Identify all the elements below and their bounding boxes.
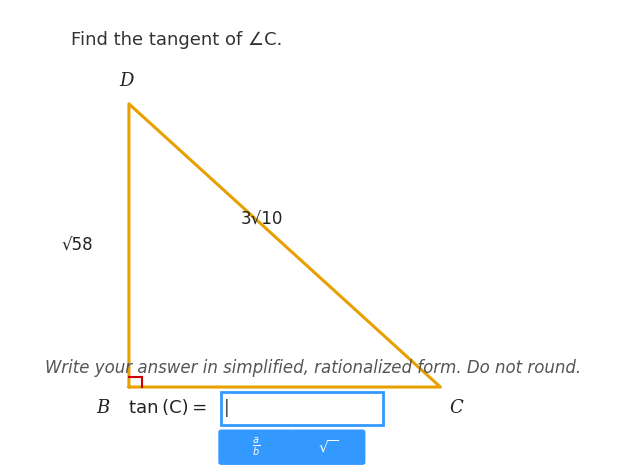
Text: 3√10: 3√10 bbox=[240, 211, 283, 228]
Text: $\sqrt{\ }$: $\sqrt{\ }$ bbox=[318, 439, 338, 455]
Text: Find the tangent of ∠C.: Find the tangent of ∠C. bbox=[71, 31, 283, 49]
Text: D: D bbox=[119, 72, 133, 90]
FancyBboxPatch shape bbox=[290, 430, 366, 465]
Text: C: C bbox=[449, 399, 463, 417]
FancyBboxPatch shape bbox=[221, 392, 382, 425]
Text: $\frac{a}{b}$: $\frac{a}{b}$ bbox=[251, 436, 260, 458]
FancyBboxPatch shape bbox=[218, 430, 293, 465]
Text: tan (C) =: tan (C) = bbox=[129, 399, 207, 417]
Text: Write your answer in simplified, rationalized form. Do not round.: Write your answer in simplified, rationa… bbox=[45, 359, 582, 377]
Text: B: B bbox=[97, 399, 110, 417]
Text: √58: √58 bbox=[61, 236, 93, 254]
Text: |: | bbox=[224, 399, 229, 417]
